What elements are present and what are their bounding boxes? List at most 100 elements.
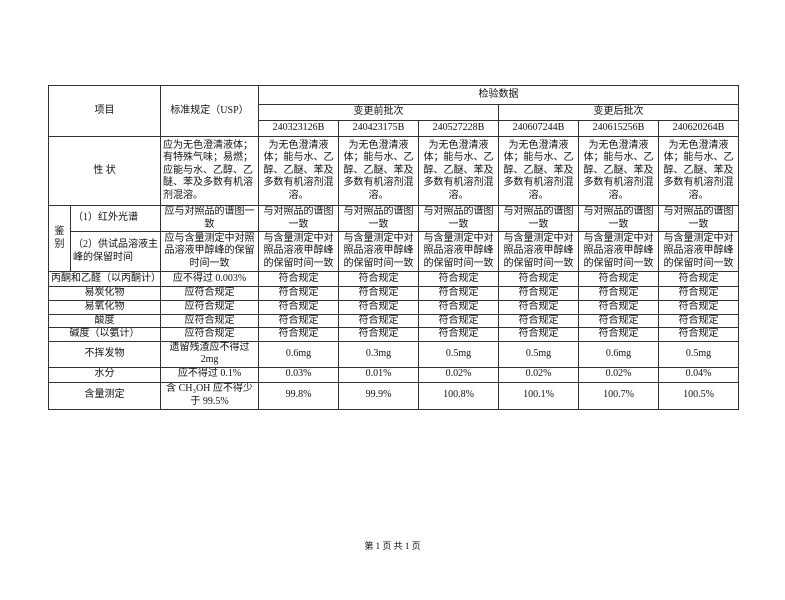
table-row: 鉴别 （1）红外光谱 应与对照品的谱图一致 与对照品的谱图一致 与对照品的谱图一致 与对照… bbox=[48, 205, 739, 272]
row-result: 符合规定 bbox=[498, 271, 579, 287]
batch-number-header: 240423175B bbox=[338, 120, 419, 137]
row-result: 符合规定 bbox=[418, 327, 499, 342]
row-result: 符合规定 bbox=[498, 286, 579, 301]
table-row: 性 状应为无色澄清液体；有特殊气味；易燃；应能与水、乙醇、乙醚、苯及多数有机溶剂… bbox=[48, 136, 739, 206]
row-result: 符合规定 bbox=[258, 313, 339, 328]
row-result: 0.5mg bbox=[658, 340, 739, 368]
row-result: 为无色澄清液体；能与水、乙醇、乙醚、苯及多数有机溶剂混溶。 bbox=[418, 136, 499, 206]
row-result: 符合规定 bbox=[418, 286, 499, 301]
row-result: 0.3mg bbox=[338, 340, 419, 368]
table-row: 含量测定含 CH₃OH 应不得少于 99.5% 99.8% 99.9% 100.8% 1… bbox=[48, 381, 739, 410]
row-result: 与含量测定中对照品溶液甲醇峰的保留时间一致 bbox=[658, 231, 739, 272]
row-result: 与含量测定中对照品溶液甲醇峰的保留时间一致 bbox=[498, 231, 579, 272]
row-result: 100.7% bbox=[578, 381, 659, 410]
row-item: 碱度（以氨计） bbox=[48, 327, 161, 342]
row-result: 符合规定 bbox=[658, 313, 739, 328]
row-result: 100.5% bbox=[658, 381, 739, 410]
row-result: 100.1% bbox=[498, 381, 579, 410]
row-result: 为无色澄清液体；能与水、乙醇、乙醚、苯及多数有机溶剂混溶。 bbox=[338, 136, 419, 206]
row-result: 0.01% bbox=[338, 366, 419, 383]
row-result: 100.8% bbox=[418, 381, 499, 410]
row-result: 符合规定 bbox=[578, 300, 659, 315]
row-standard: 遗留残渣应不得过 2mg bbox=[160, 340, 259, 368]
row-result: 与对照品的谱图一致 bbox=[578, 205, 659, 232]
row-result: 与含量测定中对照品溶液甲醇峰的保留时间一致 bbox=[578, 231, 659, 272]
row-item: 丙酮和乙醛（以丙酮计） bbox=[48, 271, 161, 287]
row-result: 0.03% bbox=[258, 366, 339, 383]
header-before-batches: 变更前批次 bbox=[258, 104, 499, 121]
row-result: 符合规定 bbox=[498, 313, 579, 328]
table-row: 不挥发物 遗留残渣应不得过 2mg 0.6mg 0.3mg 0.5mg 0.5mg 0.6m… bbox=[48, 340, 739, 368]
batch-number-header: 240323126B bbox=[258, 120, 339, 137]
row-result: 0.02% bbox=[498, 366, 579, 383]
row-result: 符合规定 bbox=[258, 327, 339, 342]
row-result: 0.6mg bbox=[258, 340, 339, 368]
row-result: 符合规定 bbox=[418, 313, 499, 328]
row-item: 性 状 bbox=[48, 136, 161, 206]
row-item: （1）红外光谱 bbox=[70, 205, 161, 232]
table-row: 碱度（以氨计） 应符合规定 符合规定 符合规定 符合规定 符合规定 符合规定 符合规定 bbox=[48, 327, 739, 342]
page-footer: 第 1 页 共 1 页 bbox=[364, 541, 421, 551]
row-result: 与对照品的谱图一致 bbox=[418, 205, 499, 232]
row-result: 符合规定 bbox=[258, 271, 339, 287]
row-result: 符合规定 bbox=[418, 300, 499, 315]
row-result: 符合规定 bbox=[338, 271, 419, 287]
header-standard: 标准规定（USP） bbox=[160, 85, 259, 137]
row-standard: 应与对照品的谱图一致 bbox=[160, 205, 259, 232]
row-result: 符合规定 bbox=[338, 313, 419, 328]
row-result: 符合规定 bbox=[658, 286, 739, 301]
row-item: 易氧化物 bbox=[48, 300, 161, 315]
row-standard: 应符合规定 bbox=[160, 313, 259, 328]
inspection-data-table: 项目 标准规定（USP） 检验数据 变更前批次 变更后批次 240323126B… bbox=[48, 85, 739, 410]
row-result: 为无色澄清液体；能与水、乙醇、乙醚、苯及多数有机溶剂混溶。 bbox=[658, 136, 739, 206]
row-result: 符合规定 bbox=[578, 313, 659, 328]
row-item: 易炭化物 bbox=[48, 286, 161, 301]
row-result: 与对照品的谱图一致 bbox=[498, 205, 579, 232]
row-result: 符合规定 bbox=[658, 300, 739, 315]
row-result: 符合规定 bbox=[338, 300, 419, 315]
row-result: 与对照品的谱图一致 bbox=[258, 205, 339, 232]
header-after-batches: 变更后批次 bbox=[498, 104, 739, 121]
row-result: 符合规定 bbox=[498, 300, 579, 315]
table-row: 易氧化物 应符合规定 符合规定 符合规定 符合规定 符合规定 符合规定 符合规定 bbox=[48, 300, 739, 315]
row-standard: 应符合规定 bbox=[160, 286, 259, 301]
row-result: 符合规定 bbox=[578, 327, 659, 342]
row-result: 符合规定 bbox=[338, 286, 419, 301]
row-item: 不挥发物 bbox=[48, 340, 161, 368]
row-result: 符合规定 bbox=[258, 300, 339, 315]
row-item: 酸度 bbox=[48, 313, 161, 328]
row-result: 99.8% bbox=[258, 381, 339, 410]
table-row: 易炭化物 应符合规定 符合规定 符合规定 符合规定 符合规定 符合规定 符合规定 bbox=[48, 286, 739, 301]
row-standard: 应符合规定 bbox=[160, 327, 259, 342]
row-result: 符合规定 bbox=[418, 271, 499, 287]
table-row: 丙酮和乙醛（以丙酮计） 应不得过 0.003% 符合规定 符合规定 符合规定 符合规定 符合… bbox=[48, 271, 739, 287]
row-standard: 应不得过 0.003% bbox=[160, 271, 259, 287]
row-standard: 应不得过 0.1% bbox=[160, 366, 259, 383]
row-result: 符合规定 bbox=[258, 286, 339, 301]
row-result: 与对照品的谱图一致 bbox=[658, 205, 739, 232]
table-row: （2）供试品溶液主峰的保留时间 应与含量测定中对照品溶液甲醇峰的保留时间一致 与含量… bbox=[49, 231, 739, 272]
header-item: 项目 bbox=[48, 85, 161, 137]
row-standard: 应为无色澄清液体；有特殊气味；易燃；应能与水、乙醇、乙醚、苯及多数有机溶剂混溶。 bbox=[160, 136, 259, 206]
row-result: 符合规定 bbox=[658, 271, 739, 287]
row-result: 为无色澄清液体；能与水、乙醇、乙醚、苯及多数有机溶剂混溶。 bbox=[258, 136, 339, 206]
row-result: 与含量测定中对照品溶液甲醇峰的保留时间一致 bbox=[418, 231, 499, 272]
identification-group: 鉴别 bbox=[48, 205, 71, 272]
row-standard: 应符合规定 bbox=[160, 300, 259, 315]
row-result: 与含量测定中对照品溶液甲醇峰的保留时间一致 bbox=[258, 231, 339, 272]
row-result: 0.02% bbox=[418, 366, 499, 383]
batch-number-header: 240615256B bbox=[578, 120, 659, 137]
row-item: 含量测定 bbox=[48, 381, 161, 410]
batch-number-header: 240527228B bbox=[418, 120, 499, 137]
batch-number-header: 240607244B bbox=[498, 120, 579, 137]
row-result: 为无色澄清液体；能与水、乙醇、乙醚、苯及多数有机溶剂混溶。 bbox=[578, 136, 659, 206]
row-result: 99.9% bbox=[338, 381, 419, 410]
row-result: 符合规定 bbox=[498, 327, 579, 342]
row-result: 0.04% bbox=[658, 366, 739, 383]
row-item: 水分 bbox=[48, 366, 161, 383]
batch-number-header: 240620264B bbox=[658, 120, 739, 137]
row-result: 0.5mg bbox=[418, 340, 499, 368]
header-test-data: 检验数据 bbox=[258, 85, 739, 105]
row-standard: 应与含量测定中对照品溶液甲醇峰的保留时间一致 bbox=[160, 231, 259, 272]
row-result: 符合规定 bbox=[578, 271, 659, 287]
